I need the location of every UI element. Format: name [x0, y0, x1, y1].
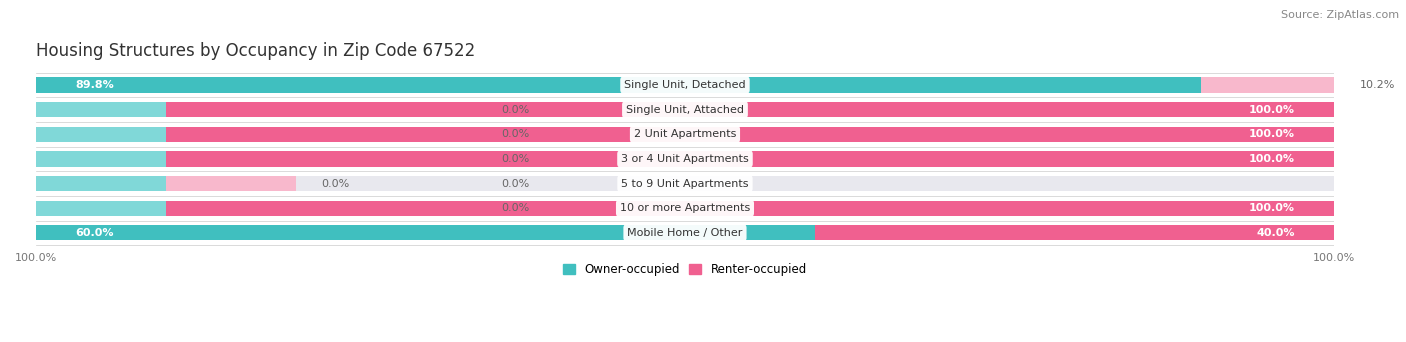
Text: 5 to 9 Unit Apartments: 5 to 9 Unit Apartments: [621, 179, 749, 188]
Text: 100.0%: 100.0%: [1249, 203, 1295, 213]
Text: 10 or more Apartments: 10 or more Apartments: [620, 203, 751, 213]
Bar: [37, 77, 1202, 93]
Text: 100.0%: 100.0%: [1249, 154, 1295, 164]
Text: 100.0%: 100.0%: [1249, 129, 1295, 139]
Bar: [166, 176, 295, 191]
Bar: [814, 225, 1334, 240]
Bar: [37, 176, 1334, 191]
Text: 0.0%: 0.0%: [322, 179, 350, 188]
Bar: [37, 151, 1334, 167]
Text: Single Unit, Detached: Single Unit, Detached: [624, 80, 745, 90]
Text: Housing Structures by Occupancy in Zip Code 67522: Housing Structures by Occupancy in Zip C…: [37, 42, 475, 60]
Bar: [37, 225, 1334, 240]
Bar: [1202, 77, 1334, 93]
Bar: [166, 127, 1334, 142]
Bar: [37, 176, 166, 191]
Bar: [166, 151, 1334, 167]
Bar: [37, 102, 1334, 117]
Bar: [37, 200, 1334, 216]
Bar: [37, 127, 1334, 142]
Legend: Owner-occupied, Renter-occupied: Owner-occupied, Renter-occupied: [558, 258, 811, 281]
Text: 89.8%: 89.8%: [75, 80, 114, 90]
Text: 3 or 4 Unit Apartments: 3 or 4 Unit Apartments: [621, 154, 749, 164]
Bar: [37, 200, 166, 216]
Text: 0.0%: 0.0%: [501, 203, 529, 213]
Bar: [166, 102, 1334, 117]
Text: Mobile Home / Other: Mobile Home / Other: [627, 228, 742, 238]
Bar: [37, 127, 166, 142]
Text: 100.0%: 100.0%: [1249, 105, 1295, 115]
Text: 2 Unit Apartments: 2 Unit Apartments: [634, 129, 737, 139]
Text: Source: ZipAtlas.com: Source: ZipAtlas.com: [1281, 10, 1399, 20]
Text: 40.0%: 40.0%: [1257, 228, 1295, 238]
Text: 0.0%: 0.0%: [501, 105, 529, 115]
Text: 0.0%: 0.0%: [501, 129, 529, 139]
Bar: [166, 200, 1334, 216]
Text: 60.0%: 60.0%: [75, 228, 114, 238]
Bar: [37, 102, 166, 117]
Text: 0.0%: 0.0%: [501, 179, 529, 188]
Text: Single Unit, Attached: Single Unit, Attached: [626, 105, 744, 115]
Text: 10.2%: 10.2%: [1360, 80, 1395, 90]
Bar: [37, 225, 814, 240]
Text: 0.0%: 0.0%: [501, 154, 529, 164]
Bar: [37, 151, 166, 167]
Bar: [37, 77, 1334, 93]
